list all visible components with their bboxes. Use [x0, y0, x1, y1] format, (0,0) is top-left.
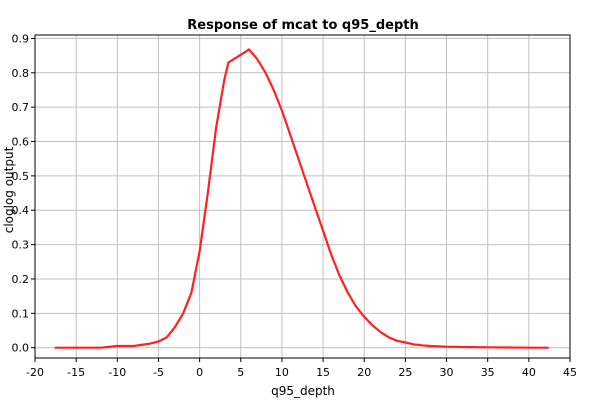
y-tick-label: 0.4: [12, 204, 30, 217]
x-axis-label: q95_depth: [271, 384, 335, 398]
x-tick-label: 10: [275, 366, 289, 379]
x-tick-label: 0: [196, 366, 203, 379]
x-tick-label: 15: [316, 366, 330, 379]
x-tick-label: 35: [481, 366, 495, 379]
x-tick-label: 30: [440, 366, 454, 379]
x-tick-label: 40: [522, 366, 536, 379]
y-tick-label: 0.2: [12, 273, 30, 286]
y-axis-label: cloglog output: [2, 146, 16, 233]
y-tick-label: 0.1: [12, 307, 30, 320]
axis-ticks: -20 -15 -10 -5 0 5 10 15 20 25 30 35 40 45 0.0 0.1 0.2 0.…: [12, 32, 578, 379]
y-tick-label: 0.9: [12, 32, 30, 45]
x-tick-label: 20: [357, 366, 371, 379]
x-tick-label: 5: [237, 366, 244, 379]
x-tick-label: 45: [563, 366, 577, 379]
chart-title: Response of mcat to q95_depth: [187, 18, 418, 33]
x-tick-label: -20: [26, 366, 44, 379]
y-tick-label: 0.5: [12, 170, 30, 183]
y-tick-label: 0.0: [12, 342, 30, 355]
x-tick-label: -15: [67, 366, 85, 379]
y-tick-label: 0.6: [12, 136, 30, 149]
y-tick-label: 0.7: [12, 101, 30, 114]
response-curve: [54, 48, 549, 349]
y-tick-label: 0.8: [12, 67, 30, 80]
x-tick-label: -10: [108, 366, 126, 379]
y-tick-label: 0.3: [12, 239, 30, 252]
x-tick-label: -5: [153, 366, 164, 379]
series-layer: [54, 48, 549, 349]
plot-frame: [34, 34, 571, 359]
x-tick-label: 25: [398, 366, 412, 379]
